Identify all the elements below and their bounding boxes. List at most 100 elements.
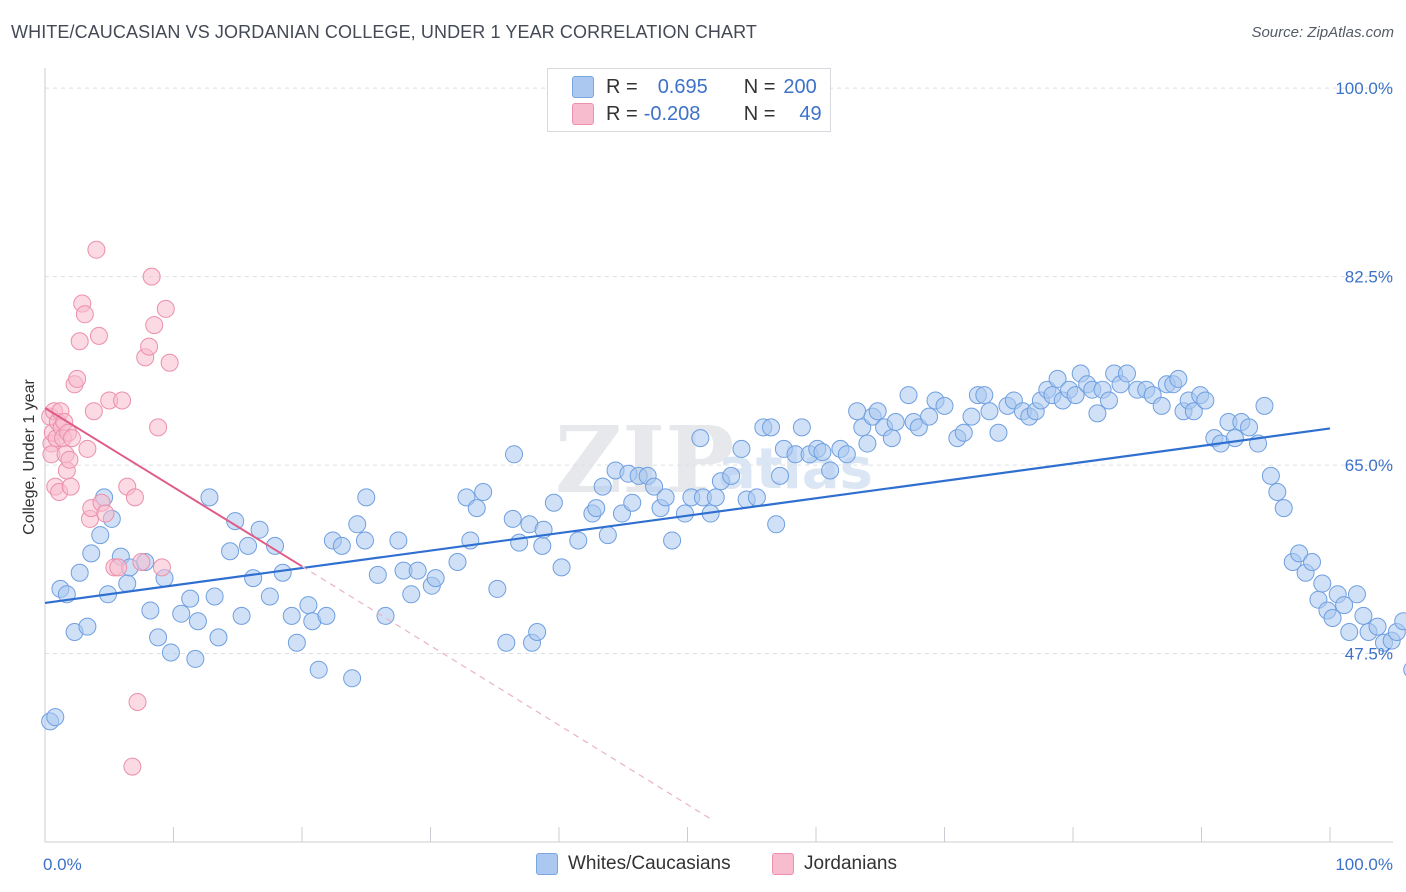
point-whites — [732, 439, 751, 458]
point-whites — [552, 558, 571, 577]
y-tick-label: 100.0% — [1335, 79, 1393, 98]
point-whites — [46, 708, 65, 727]
point-whites — [1274, 499, 1293, 518]
point-whites — [1403, 663, 1406, 677]
point-whites — [792, 418, 811, 437]
bottom-legend-whites: Whites/Caucasians — [536, 851, 731, 877]
point-whites — [82, 544, 101, 563]
point-whites — [1290, 544, 1309, 563]
point-whites — [239, 536, 258, 555]
point-jordanians — [62, 429, 81, 448]
point-jordanians — [113, 391, 132, 410]
legend-swatch-whites — [572, 76, 594, 98]
point-whites — [221, 542, 240, 561]
point-whites — [691, 429, 710, 448]
point-whites — [533, 536, 552, 555]
point-whites — [837, 445, 856, 464]
point-whites — [1066, 386, 1085, 405]
point-whites — [317, 606, 336, 625]
point-whites — [141, 601, 160, 620]
point-whites — [505, 445, 524, 464]
point-jordanians — [87, 240, 106, 259]
point-whites — [332, 536, 351, 555]
point-whites — [1184, 402, 1203, 421]
point-whites — [762, 418, 781, 437]
point-whites — [355, 531, 374, 550]
point-whites — [232, 606, 251, 625]
point-whites — [149, 628, 168, 647]
point-jordanians — [128, 693, 147, 711]
point-whites — [389, 531, 408, 550]
point-whites — [91, 526, 110, 545]
point-whites — [528, 623, 547, 641]
point-whites — [975, 386, 994, 405]
point-whites — [172, 604, 191, 623]
point-whites — [587, 499, 606, 518]
point-whites — [503, 509, 522, 528]
point-whites — [488, 579, 507, 598]
point-whites — [1340, 623, 1359, 641]
point-whites — [200, 488, 219, 507]
point-jordanians — [152, 558, 171, 577]
grid — [45, 87, 1393, 655]
point-jordanians — [156, 299, 175, 318]
point-whites — [273, 563, 292, 582]
trend-line-whites — [44, 427, 1331, 605]
point-whites — [474, 483, 493, 501]
point-whites — [722, 466, 741, 485]
point-whites — [348, 515, 367, 534]
point-whites — [299, 596, 318, 615]
point-whites — [1347, 585, 1366, 604]
chart-title: WHITE/CAUCASIAN VS JORDANIAN COLLEGE, UN… — [11, 22, 757, 42]
point-whites — [920, 407, 939, 426]
point-jordanians — [78, 439, 97, 458]
point-whites — [1303, 553, 1322, 571]
point-whites — [544, 493, 563, 512]
point-jordanians — [142, 267, 161, 286]
point-whites — [821, 461, 840, 480]
legend-row-jordanians: R = -0.208 N = 49 — [572, 101, 822, 127]
point-whites — [1368, 617, 1387, 636]
point-whites — [282, 606, 301, 625]
point-whites — [1240, 418, 1259, 437]
x-tick-label: 100.0% — [1335, 855, 1393, 874]
point-whites — [181, 589, 200, 608]
point-jordanians — [145, 316, 164, 335]
point-whites — [467, 499, 486, 518]
point-whites — [402, 585, 421, 604]
point-whites — [813, 443, 832, 462]
point-jordanians — [89, 326, 108, 345]
point-whites — [118, 574, 137, 593]
legend-n-value: 200 — [783, 75, 817, 98]
point-whites — [357, 488, 376, 507]
legend-row-whites: R = 0.695 N = 200 — [572, 74, 817, 100]
point-whites — [858, 434, 877, 453]
y-axis-label: College, Under 1 year — [21, 379, 38, 535]
point-whites — [408, 561, 427, 580]
point-whites — [309, 660, 328, 679]
point-jordanians — [123, 757, 142, 776]
y-tick-label: 47.5% — [1345, 645, 1393, 664]
point-jordanians — [109, 558, 128, 577]
point-whites — [1196, 391, 1215, 410]
point-whites — [1088, 404, 1107, 423]
y-tick-label: 82.5% — [1345, 268, 1393, 287]
point-whites — [205, 587, 224, 606]
point-whites — [188, 612, 207, 631]
bottom-legend-label-whites: Whites/Caucasians — [568, 853, 731, 874]
legend-n-value: 49 — [799, 102, 822, 125]
point-jordanians — [68, 369, 87, 388]
point-whites — [260, 587, 279, 606]
point-whites — [161, 643, 180, 662]
point-whites — [1152, 396, 1171, 415]
point-whites — [962, 407, 981, 426]
point-whites — [1117, 364, 1136, 383]
y-tick-label: 65.0% — [1345, 456, 1393, 475]
point-whites — [426, 569, 445, 588]
point-whites — [935, 396, 954, 415]
point-whites — [645, 477, 664, 496]
point-whites — [771, 466, 790, 485]
bottom-legend-swatch-whites — [536, 853, 558, 875]
point-whites — [70, 563, 89, 582]
point-whites — [767, 515, 786, 534]
